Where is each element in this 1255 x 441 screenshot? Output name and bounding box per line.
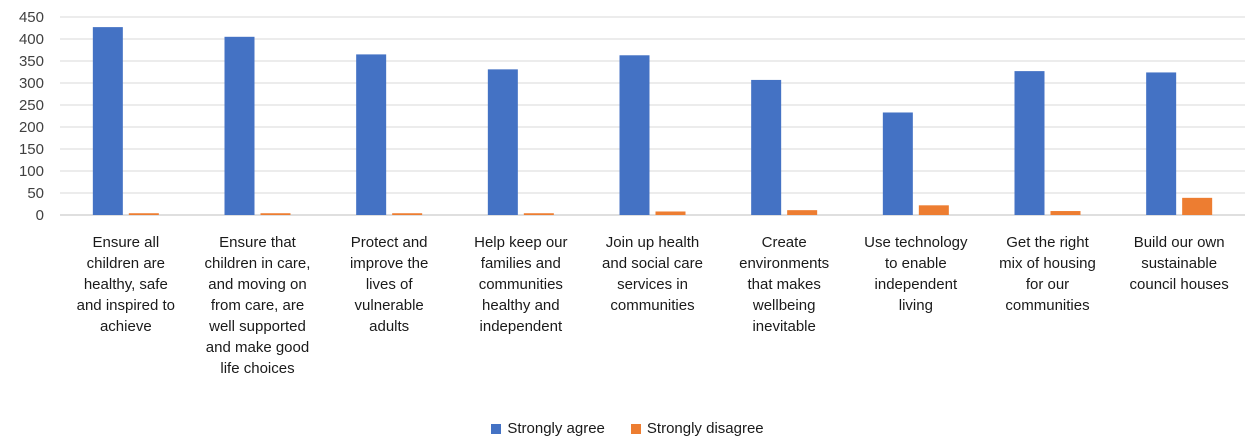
y-tick-label: 0 xyxy=(36,207,44,224)
bar-strongly-disagree xyxy=(918,205,949,215)
bar-strongly-agree xyxy=(356,54,387,216)
x-category-label: Join up health and social care services … xyxy=(602,234,703,314)
legend-swatch-strongly-disagree xyxy=(630,423,641,434)
bar-strongly-disagree xyxy=(128,213,159,215)
bar-strongly-agree xyxy=(487,69,518,215)
y-tick-label: 450 xyxy=(19,9,44,26)
bar-strongly-agree xyxy=(751,79,782,215)
bar-strongly-disagree xyxy=(655,211,686,215)
legend: Strongly agree Strongly disagree xyxy=(0,420,1255,437)
bar-strongly-disagree xyxy=(1182,197,1213,215)
bar-strongly-disagree xyxy=(787,210,818,215)
x-category-label: Create environments that makes wellbeing… xyxy=(739,234,830,335)
y-tick-label: 100 xyxy=(19,163,44,180)
x-category-label: Protect and improve the lives of vulnera… xyxy=(349,234,429,335)
legend-label-strongly-agree: Strongly agree xyxy=(507,420,605,437)
y-tick-label: 150 xyxy=(19,141,44,158)
bar-strongly-disagree xyxy=(523,213,554,215)
x-category-label: Ensure that children in care, and moving… xyxy=(204,234,311,377)
x-category-label: Ensure all children are healthy, safe an… xyxy=(76,234,176,335)
y-tick-label: 400 xyxy=(19,31,44,48)
y-tick-label: 200 xyxy=(19,119,44,136)
y-tick-label: 300 xyxy=(19,75,44,92)
y-tick-label: 350 xyxy=(19,53,44,70)
bar-strongly-agree xyxy=(92,27,123,216)
bar-strongly-disagree xyxy=(392,213,423,215)
legend-label-strongly-disagree: Strongly disagree xyxy=(646,420,764,437)
x-category-label: Help keep our families and communities h… xyxy=(474,234,568,335)
bar-strongly-disagree xyxy=(1050,211,1081,215)
bar-strongly-agree xyxy=(224,36,255,215)
legend-item-strongly-disagree: Strongly disagree xyxy=(630,420,764,437)
x-category-label: Get the right mix of housing for our com… xyxy=(999,234,1096,314)
bar-strongly-agree xyxy=(1014,71,1045,216)
bar-strongly-agree xyxy=(882,112,913,215)
bar-strongly-disagree xyxy=(260,213,291,215)
y-tick-label: 50 xyxy=(27,185,44,202)
y-tick-label: 250 xyxy=(19,97,44,114)
legend-item-strongly-agree: Strongly agree xyxy=(491,420,605,437)
bar-strongly-agree xyxy=(619,55,650,215)
x-category-label: Use technology to enable independent liv… xyxy=(864,234,968,314)
x-category-label: Build our own sustainable council houses xyxy=(1129,234,1229,293)
bar-strongly-agree xyxy=(1146,72,1177,215)
legend-swatch-strongly-agree xyxy=(491,423,502,434)
